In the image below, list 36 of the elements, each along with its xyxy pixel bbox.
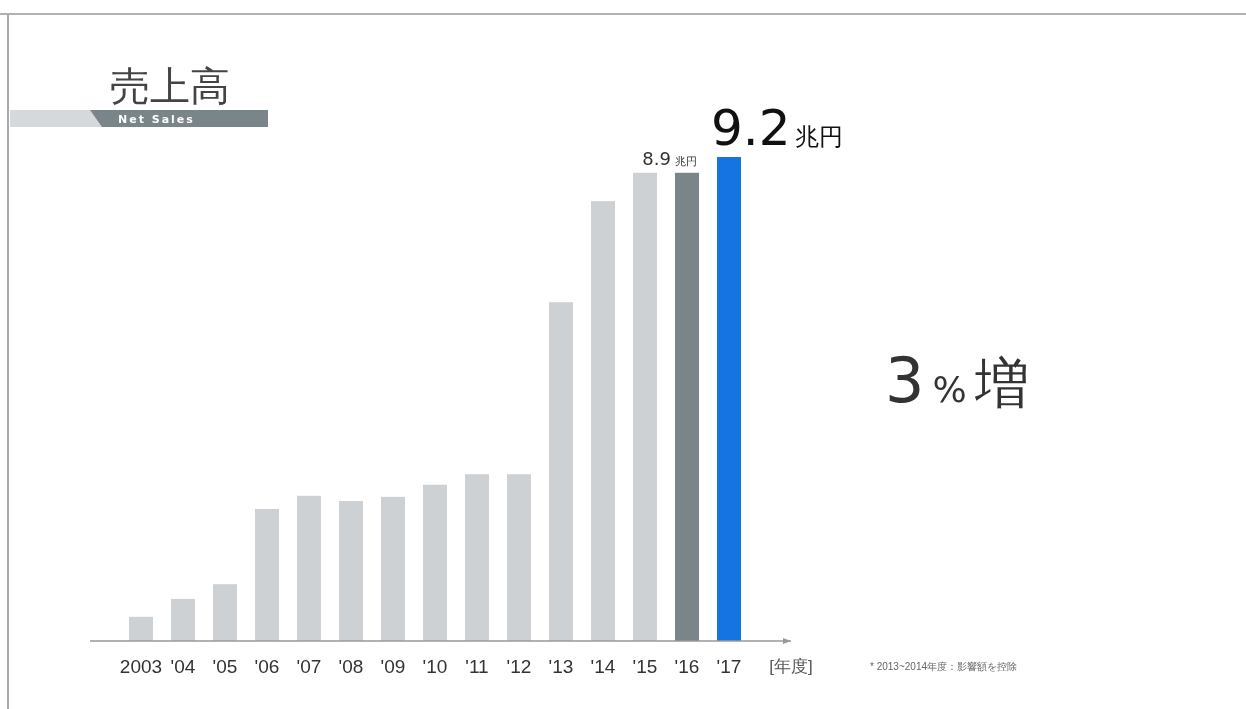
bar	[717, 157, 741, 641]
x-tick-label: '08	[338, 656, 364, 677]
bar	[633, 172, 657, 641]
bar	[465, 474, 489, 641]
bar	[549, 302, 573, 641]
x-tick-label: '09	[380, 656, 406, 677]
bar	[213, 584, 237, 641]
x-tick-label: '06	[254, 656, 280, 677]
bar	[381, 496, 405, 641]
x-tick-label: '12	[506, 656, 532, 677]
text: * 2013~2014年度：影響額を控除	[870, 661, 1018, 672]
x-axis-title: [年度]	[769, 657, 813, 676]
x-tick-label: '07	[296, 656, 322, 677]
x-tick-label: '04	[170, 656, 196, 677]
x-tick-label: '10	[422, 656, 448, 677]
chart-subtitle: Net Sales	[118, 113, 195, 126]
x-tick-label: '11	[465, 656, 489, 677]
x-tick-label: '13	[548, 656, 574, 677]
x-tick-label: '17	[716, 656, 742, 677]
bar	[171, 598, 195, 641]
bar	[129, 616, 153, 641]
bar	[339, 501, 363, 641]
bar	[423, 484, 447, 641]
chart-title: 売上高	[110, 64, 230, 108]
x-tick-label: '05	[212, 656, 238, 677]
bar	[591, 201, 615, 641]
bar	[255, 508, 279, 641]
picture-title-banner: Net Sales	[10, 110, 268, 127]
bar	[507, 474, 531, 641]
text: 3%増	[885, 344, 1029, 417]
x-tick-label: '16	[674, 656, 700, 677]
x-tick-label: '14	[590, 656, 616, 677]
x-tick-label: 2003	[119, 656, 163, 677]
bar	[675, 172, 699, 641]
x-tick-label: '15	[632, 656, 658, 677]
bar	[297, 495, 321, 641]
